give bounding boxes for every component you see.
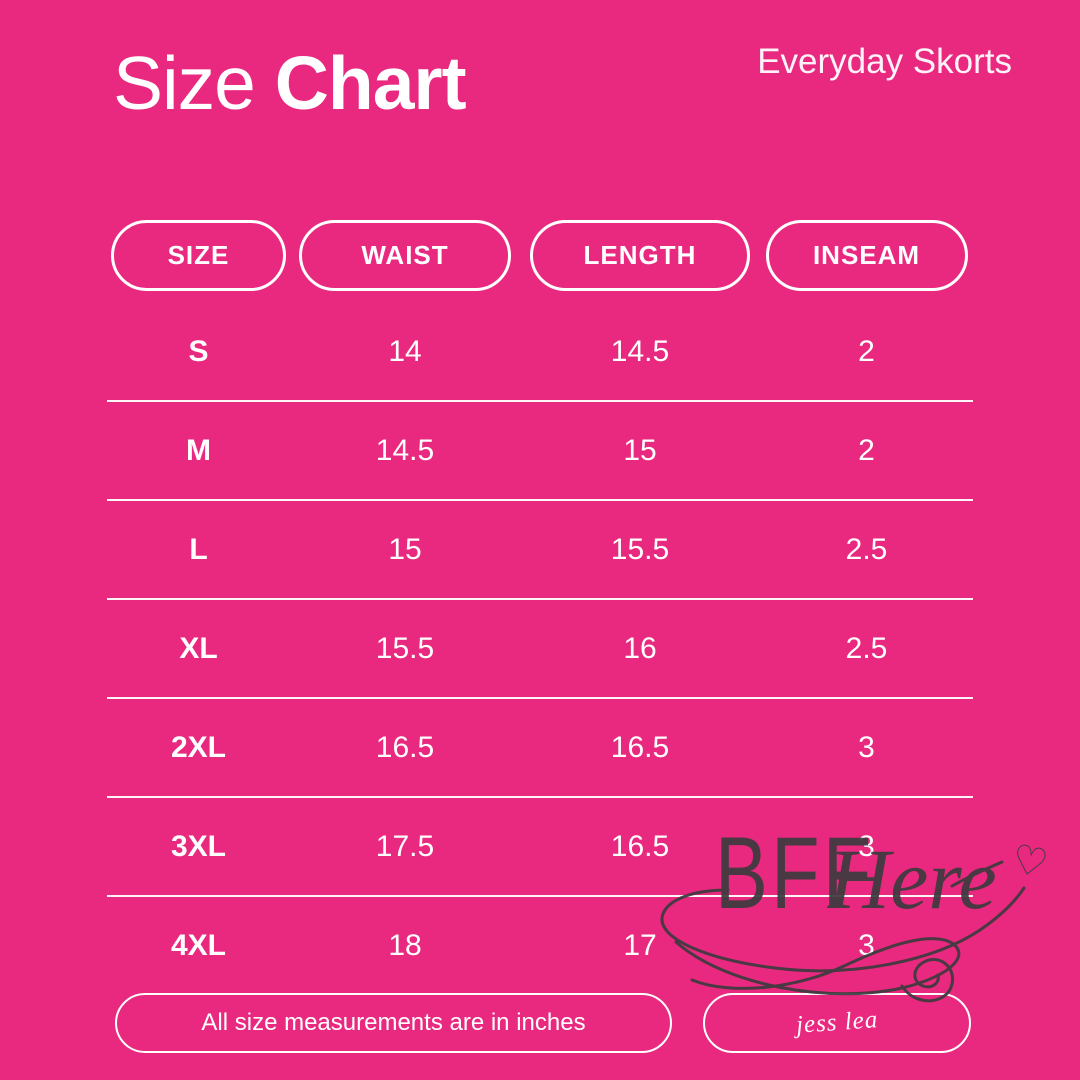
size-value: 4XL bbox=[170, 928, 227, 962]
table-row: XL 15.5 16 2.5 bbox=[107, 600, 973, 699]
waist-column-pill: WAIST bbox=[299, 220, 511, 291]
table-row: 2XL 16.5 16.5 3 bbox=[107, 699, 973, 798]
measurement-note-text: All size measurements are in inches bbox=[201, 1009, 586, 1036]
length-value: 14.5 bbox=[610, 334, 670, 368]
heart-icon: ♡ bbox=[1007, 836, 1052, 888]
inseam-value: 3 bbox=[858, 829, 875, 863]
size-column-pill: SIZE bbox=[111, 220, 286, 291]
measurement-note-pill: All size measurements are in inches bbox=[115, 993, 672, 1053]
header-cell-waist: WAIST bbox=[290, 220, 520, 291]
table-body: S 14 14.5 2 M 14.5 15 2 L 15 15.5 2.5 XL… bbox=[107, 303, 973, 994]
header-cell-size: SIZE bbox=[107, 220, 290, 291]
waist-value: 14 bbox=[388, 334, 422, 368]
length-value: 16.5 bbox=[610, 730, 670, 764]
table-header-row: SIZE WAIST LENGTH INSEAM bbox=[107, 220, 973, 291]
table-row: L 15 15.5 2.5 bbox=[107, 501, 973, 600]
table-row: S 14 14.5 2 bbox=[107, 303, 973, 402]
waist-value: 18 bbox=[388, 928, 422, 962]
inseam-column-pill: INSEAM bbox=[765, 220, 968, 291]
size-value: 2XL bbox=[170, 730, 227, 764]
table-row: M 14.5 15 2 bbox=[107, 402, 973, 501]
page-title-light: Size bbox=[113, 41, 256, 125]
waist-value: 14.5 bbox=[375, 433, 435, 467]
length-column-pill: LENGTH bbox=[530, 220, 750, 291]
inseam-value: 2 bbox=[858, 433, 875, 467]
length-value: 17 bbox=[623, 928, 657, 962]
size-value: M bbox=[186, 433, 211, 467]
inseam-value: 2 bbox=[858, 334, 875, 368]
inseam-value: 2.5 bbox=[845, 631, 888, 665]
waist-value: 15 bbox=[388, 532, 422, 566]
waist-value: 16.5 bbox=[375, 730, 435, 764]
waist-value: 17.5 bbox=[375, 829, 435, 863]
length-value: 15.5 bbox=[610, 532, 670, 566]
header-cell-length: LENGTH bbox=[520, 220, 760, 291]
product-name: Everyday Skorts bbox=[757, 42, 1012, 81]
inseam-value: 3 bbox=[858, 928, 875, 962]
page-title: Size Chart bbox=[113, 41, 467, 125]
table-row: 4XL 18 17 3 bbox=[107, 897, 973, 994]
length-value: 16.5 bbox=[610, 829, 670, 863]
size-value: L bbox=[189, 532, 208, 566]
page-title-bold: Chart bbox=[274, 41, 467, 125]
header-cell-inseam: INSEAM bbox=[760, 220, 973, 291]
inseam-value: 3 bbox=[858, 730, 875, 764]
waist-value: 15.5 bbox=[375, 631, 435, 665]
size-value: 3XL bbox=[170, 829, 227, 863]
size-value: XL bbox=[179, 631, 218, 665]
signature-pill: jess lea bbox=[703, 993, 971, 1053]
signature-text: jess lea bbox=[794, 1006, 879, 1039]
table-row: 3XL 17.5 16.5 3 bbox=[107, 798, 973, 897]
length-value: 15 bbox=[623, 433, 657, 467]
size-value: S bbox=[188, 334, 209, 368]
inseam-value: 2.5 bbox=[845, 532, 888, 566]
length-value: 16 bbox=[623, 631, 657, 665]
